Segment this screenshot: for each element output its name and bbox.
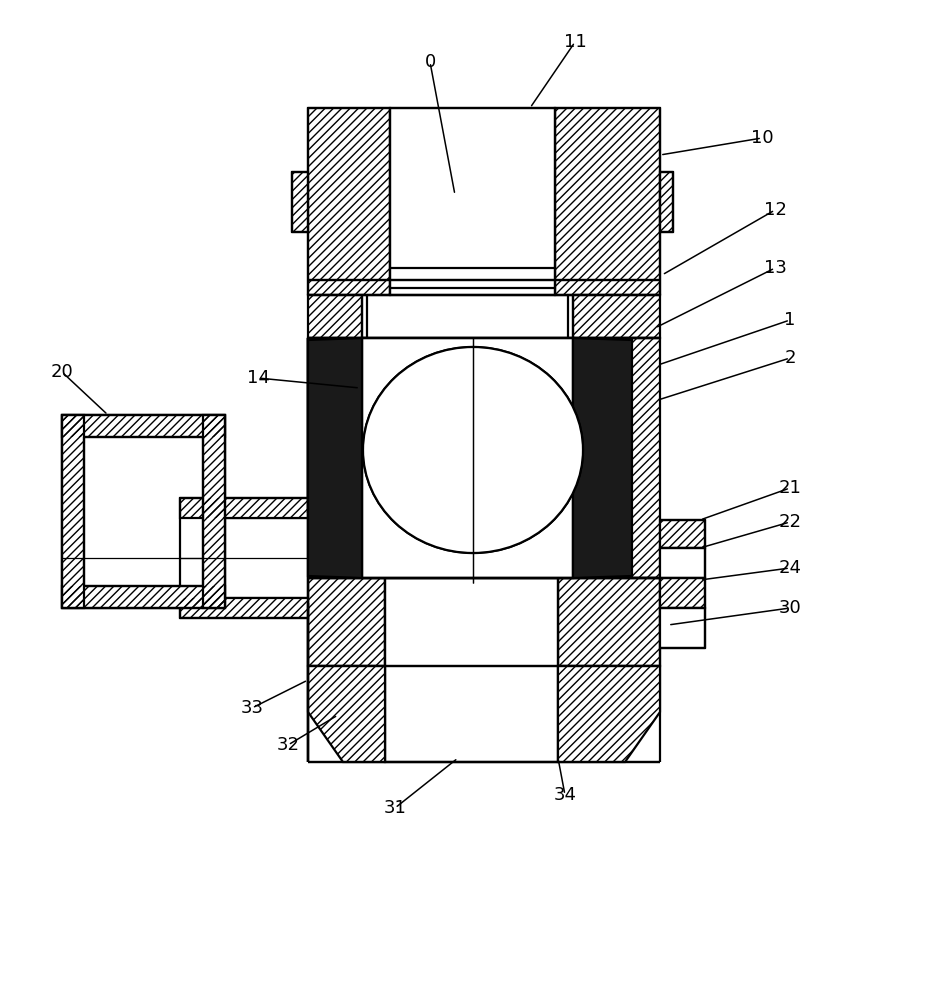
Polygon shape	[308, 338, 362, 578]
Bar	[180, 518, 308, 598]
Bar	[573, 295, 660, 338]
Text: 30: 30	[778, 599, 801, 617]
Bar	[575, 338, 660, 578]
Bar	[62, 415, 84, 608]
Polygon shape	[308, 666, 385, 762]
Bar	[62, 415, 84, 608]
Bar	[660, 548, 705, 578]
Text: 13: 13	[763, 259, 786, 277]
Bar	[660, 578, 705, 608]
Bar	[660, 608, 705, 648]
Text: 22: 22	[778, 513, 801, 531]
Bar	[292, 172, 308, 232]
Text: 12: 12	[763, 201, 786, 219]
Bar	[62, 586, 225, 608]
Bar	[62, 586, 225, 608]
Bar	[292, 172, 308, 232]
Text: 20: 20	[50, 363, 73, 381]
Bar	[390, 108, 555, 295]
Bar	[203, 415, 225, 608]
Bar	[62, 415, 225, 437]
Bar	[555, 108, 660, 295]
Text: 14: 14	[246, 369, 270, 387]
Text: 33: 33	[241, 699, 263, 717]
Bar	[362, 338, 573, 578]
Bar	[308, 295, 362, 338]
Text: 21: 21	[778, 479, 801, 497]
Text: 31: 31	[384, 799, 406, 817]
Bar	[555, 108, 660, 295]
Bar	[573, 295, 660, 338]
Bar	[575, 338, 660, 578]
Bar	[660, 172, 673, 232]
Ellipse shape	[363, 347, 583, 553]
Bar	[62, 415, 225, 437]
Polygon shape	[558, 666, 660, 762]
Bar	[180, 498, 308, 518]
Bar	[308, 295, 362, 338]
Bar	[180, 598, 308, 618]
Text: 10: 10	[751, 129, 774, 147]
Bar	[558, 578, 660, 666]
Bar	[660, 172, 673, 232]
Text: 34: 34	[553, 786, 577, 804]
Bar	[308, 338, 365, 578]
Polygon shape	[573, 338, 632, 578]
Text: 11: 11	[563, 33, 586, 51]
Bar	[308, 578, 385, 666]
Text: 2: 2	[784, 349, 795, 367]
Bar	[180, 498, 308, 518]
Bar	[308, 108, 390, 295]
Text: 32: 32	[277, 736, 299, 754]
Bar	[660, 578, 705, 608]
Bar	[660, 520, 705, 548]
Bar	[203, 415, 225, 608]
Text: 24: 24	[778, 559, 801, 577]
Bar	[308, 338, 365, 578]
Text: 0: 0	[424, 53, 436, 71]
Text: 1: 1	[784, 311, 795, 329]
Bar	[558, 578, 660, 666]
Bar	[308, 578, 385, 666]
Bar	[660, 520, 705, 548]
Ellipse shape	[363, 347, 583, 553]
Bar	[385, 578, 558, 762]
Bar	[62, 415, 225, 608]
Bar	[180, 598, 308, 618]
Bar	[308, 108, 390, 295]
